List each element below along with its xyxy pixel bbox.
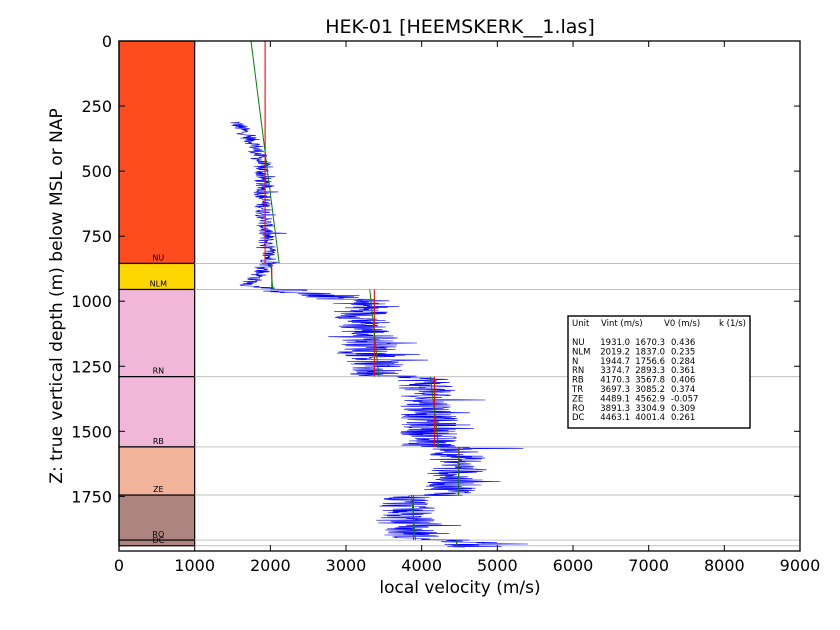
x-tick-label: 2000	[250, 556, 291, 575]
fit-segment-nu	[250, 40, 280, 264]
legend-header: k (1/s)	[719, 319, 746, 329]
x-tick-label: 3000	[326, 556, 367, 575]
fit-segment-nlm	[270, 263, 274, 290]
unit-label-ze: ZE	[153, 485, 164, 494]
legend-vint: 3374.7	[600, 366, 630, 376]
x-tick-label: 7000	[628, 556, 669, 575]
y-tick-label: 750	[81, 227, 112, 246]
legend-v0: 2893.3	[635, 366, 665, 376]
legend-header: V0 (m/s)	[664, 319, 700, 329]
legend-k: 0.284	[671, 357, 695, 367]
legend-unit: DC	[572, 413, 585, 423]
legend-unit: RO	[572, 404, 585, 414]
chart-title: HEK-01 [HEEMSKERK__1.las]	[325, 16, 594, 38]
y-tick-label: 1250	[71, 357, 112, 376]
unit-label-rn: RN	[153, 367, 165, 376]
x-tick-label: 0	[114, 556, 124, 575]
legend-vint: 4489.1	[600, 394, 630, 404]
x-axis-label: local velocity (m/s)	[379, 578, 540, 598]
legend-v0: 3304.9	[635, 404, 665, 414]
fit-segment-ro	[410, 495, 416, 541]
legend-v0: 3085.2	[635, 385, 665, 395]
legend-header: Vint (m/s)	[601, 319, 643, 329]
x-tick-label: 4000	[401, 556, 442, 575]
axes-frame	[118, 40, 801, 552]
legend-vint: 2019.2	[600, 347, 630, 357]
y-tick-label: 1000	[71, 292, 112, 311]
fit-segment-ze	[457, 446, 460, 496]
unit-label-dc: DC	[152, 536, 164, 545]
legend-k: 0.309	[671, 404, 695, 414]
legend-k: 0.436	[671, 338, 695, 348]
y-tick-label: 250	[81, 97, 112, 116]
x-tick-label: 5000	[477, 556, 518, 575]
legend-v0: 1670.3	[635, 338, 665, 348]
legend-k: 0.374	[671, 385, 695, 395]
legend-unit: TR	[571, 385, 583, 395]
unit-label-ro: RO	[152, 530, 164, 539]
fit-segment-rn	[369, 289, 380, 377]
legend-vint: 3697.3	[600, 385, 630, 395]
velocity-log-line	[230, 121, 529, 548]
legend-unit: N	[572, 357, 578, 367]
legend-vint: 4170.3	[600, 376, 630, 386]
legend-v0: 3567.8	[635, 376, 665, 386]
unit-band-ro	[118, 494, 196, 541]
y-tick-label: 1500	[71, 422, 112, 441]
legend-header: Unit	[572, 319, 590, 329]
x-tick-label: 9000	[780, 556, 821, 575]
unit-label-nlm: NLM	[150, 279, 167, 288]
legend-vint: 1944.7	[600, 357, 630, 367]
unit-band-nu	[118, 40, 196, 265]
y-tick-label: 1750	[71, 487, 112, 506]
unit-label-nu: NU	[152, 253, 164, 262]
legend-vint: 3891.3	[600, 404, 630, 414]
legend-k: 0.261	[671, 413, 695, 423]
legend-v0: 4001.4	[635, 413, 665, 423]
legend-k: 0.361	[671, 366, 695, 376]
legend-k: -0.057	[671, 394, 698, 404]
y-tick-label: 0	[102, 32, 112, 51]
x-tick-label: 6000	[553, 556, 594, 575]
legend-v0: 1837.0	[635, 347, 665, 357]
unit-band-rn	[118, 288, 196, 378]
legend-vint: 4463.1	[600, 413, 630, 423]
unit-band-ze	[118, 446, 196, 496]
legend-vint: 1931.0	[600, 338, 630, 348]
legend-v0: 1756.6	[635, 357, 665, 367]
legend-box: Unit Vint (m/s) V0 (m/s) k (1/s) NU 1931.0 167…	[567, 315, 751, 429]
legend-unit: RN	[572, 366, 584, 376]
unit-label-rb: RB	[153, 437, 164, 446]
legend-frame	[567, 315, 751, 429]
legend-k: 0.235	[671, 347, 695, 357]
legend-k: 0.406	[671, 376, 695, 386]
legend-unit: NLM	[572, 347, 590, 357]
x-tick-label: 8000	[704, 556, 745, 575]
fit-segment-rb	[429, 376, 440, 447]
legend-unit: ZE	[572, 394, 583, 404]
legend-unit: NU	[572, 338, 585, 348]
y-tick-label: 500	[81, 162, 112, 181]
legend-v0: 4562.9	[635, 394, 665, 404]
x-tick-label: 1000	[174, 556, 215, 575]
legend-unit: RB	[572, 376, 584, 386]
unit-band-rb	[118, 376, 196, 448]
y-axis-label: Z: true vertical depth (m) below MSL or …	[47, 108, 67, 483]
